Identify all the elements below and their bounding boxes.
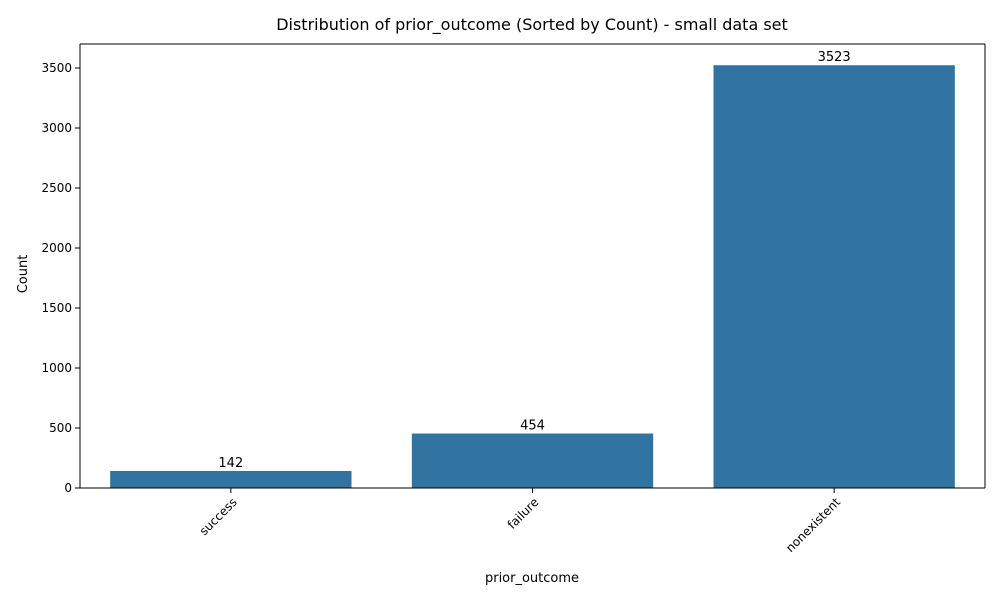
y-tick-label-1000: 1000	[41, 361, 72, 375]
y-tick-label-0: 0	[64, 481, 72, 495]
bar-nonexistent	[713, 65, 955, 489]
y-tick-label-500: 500	[49, 421, 72, 435]
data-label-nonexistent: 3523	[818, 50, 851, 65]
x-tick-label-success: success	[197, 495, 240, 538]
x-tick-label-nonexistent: nonexistent	[783, 495, 843, 555]
y-axis-label: Count	[16, 255, 31, 294]
data-label-failure: 454	[520, 419, 545, 434]
data-label-success: 142	[218, 456, 243, 471]
x-axis-label: prior_outcome	[485, 571, 579, 586]
bar-failure	[411, 433, 654, 488]
y-tick-label-2500: 2500	[41, 181, 72, 195]
y-tick-label-3500: 3500	[41, 61, 72, 75]
plot-area: 142 success 454 failure 3523 nonexistent 0 500 1…	[41, 43, 986, 555]
y-tick-label-2000: 2000	[41, 241, 72, 255]
x-tick-label-failure: failure	[505, 495, 542, 532]
chart-title: Distribution of prior_outcome (Sorted by…	[276, 15, 788, 35]
y-tick-label-1500: 1500	[41, 301, 72, 315]
y-tick-label-3000: 3000	[41, 121, 72, 135]
bar-success	[110, 470, 352, 488]
